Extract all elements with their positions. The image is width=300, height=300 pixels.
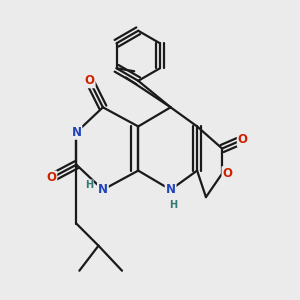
Text: O: O bbox=[238, 133, 248, 146]
Text: O: O bbox=[222, 167, 233, 180]
Text: H: H bbox=[85, 180, 93, 190]
Text: N: N bbox=[71, 126, 81, 139]
Text: N: N bbox=[166, 183, 176, 196]
Text: O: O bbox=[85, 74, 94, 87]
Text: O: O bbox=[46, 172, 56, 184]
Text: N: N bbox=[98, 183, 108, 196]
Text: H: H bbox=[169, 200, 178, 210]
